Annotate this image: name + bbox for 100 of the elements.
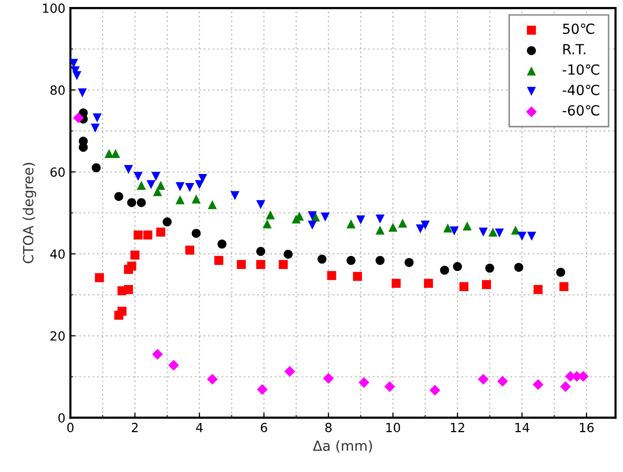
point (198, 174, 208, 183)
legend-label: R.T. (563, 44, 586, 54)
point (236, 260, 246, 269)
point (376, 214, 385, 224)
point (124, 284, 133, 294)
point (284, 250, 293, 259)
point (356, 215, 366, 224)
point (440, 266, 450, 275)
point (152, 187, 162, 196)
point (151, 172, 160, 181)
point (517, 232, 526, 241)
point (162, 217, 172, 226)
point (478, 228, 488, 237)
point (320, 212, 330, 222)
point (532, 379, 544, 390)
point (308, 211, 317, 220)
y-tick-label: 0 (58, 413, 65, 423)
y-tick-label: 80 (50, 85, 65, 95)
point (514, 262, 524, 272)
point (323, 373, 334, 384)
x-tick-label: 0 (67, 422, 74, 432)
legend-label: -60℃ (562, 105, 600, 116)
point (256, 246, 266, 256)
point (168, 360, 179, 371)
point (388, 222, 398, 232)
x-tick-label: 4 (196, 422, 203, 432)
point (559, 282, 568, 292)
point (392, 278, 401, 288)
x-tick-label: 10 (386, 422, 400, 432)
point (118, 306, 127, 316)
point (482, 280, 491, 290)
point (206, 374, 218, 385)
point (266, 210, 275, 220)
point (534, 284, 543, 294)
point (134, 230, 143, 240)
point (494, 228, 504, 238)
point (462, 221, 472, 230)
point (488, 228, 498, 237)
point (92, 163, 101, 172)
point (376, 226, 385, 235)
point (398, 218, 408, 228)
legend-label: -10℃ (562, 64, 600, 75)
point (346, 219, 356, 228)
point (152, 348, 163, 360)
point (497, 376, 508, 387)
point (256, 260, 266, 269)
point (156, 180, 166, 190)
point (230, 191, 240, 200)
point (136, 180, 146, 190)
x-tick-label: 8 (325, 422, 332, 432)
point (478, 374, 489, 385)
point (420, 220, 430, 230)
point (194, 180, 204, 190)
legend-label: 50℃ (563, 24, 594, 34)
point (176, 182, 185, 192)
x-tick-label: 12 (450, 422, 464, 432)
point (284, 366, 296, 377)
point (556, 268, 566, 277)
point (443, 224, 452, 233)
point (127, 198, 136, 208)
point (130, 250, 140, 260)
point (92, 113, 102, 122)
point (72, 71, 82, 80)
point (214, 256, 224, 265)
x-tick-label: 16 (580, 422, 594, 432)
point (185, 182, 194, 192)
point (124, 164, 133, 174)
point (143, 230, 152, 240)
point (459, 282, 468, 292)
point (176, 195, 185, 204)
point (262, 219, 272, 228)
point (218, 240, 226, 249)
point (192, 194, 201, 204)
point (94, 273, 104, 282)
point (527, 232, 536, 241)
point (156, 228, 166, 237)
x-tick-label: 2 (132, 422, 138, 432)
point (134, 172, 143, 181)
point (185, 246, 194, 255)
point (358, 377, 370, 388)
point (424, 278, 433, 288)
point (384, 381, 396, 392)
point (352, 272, 362, 281)
point (278, 260, 288, 269)
point (256, 384, 268, 395)
y-tick-label: 20 (50, 331, 65, 341)
x-tick-label: 14 (515, 422, 530, 432)
x-axis-title: Δa (mm) (312, 440, 372, 453)
point (452, 262, 462, 272)
point (346, 256, 356, 265)
y-tick-label: 100 (43, 3, 65, 13)
point (430, 384, 440, 396)
point (404, 258, 414, 267)
point (317, 254, 326, 264)
point (376, 256, 385, 265)
point (78, 88, 87, 98)
point (327, 271, 336, 280)
point (416, 224, 425, 234)
point (256, 200, 266, 210)
point (114, 192, 124, 201)
